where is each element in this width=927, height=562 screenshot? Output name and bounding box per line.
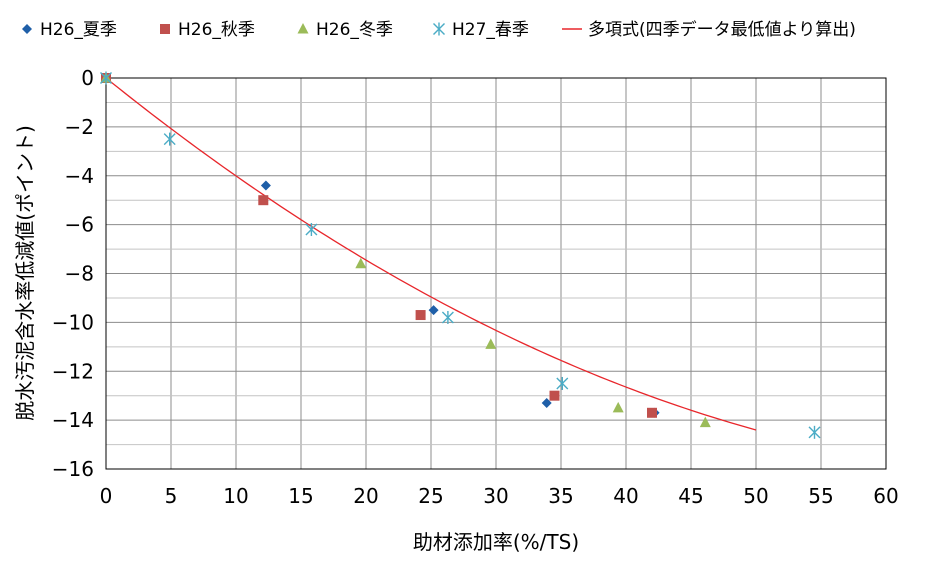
data-point xyxy=(808,425,821,439)
y-tick-label: −6 xyxy=(65,213,94,237)
data-point xyxy=(163,132,176,146)
plot-area xyxy=(105,77,887,470)
x-tick-label: 20 xyxy=(353,484,378,508)
data-points xyxy=(100,71,821,439)
y-tick-label: −14 xyxy=(52,408,94,432)
data-point xyxy=(258,195,269,206)
data-point xyxy=(699,416,711,428)
data-point xyxy=(305,223,318,237)
data-point xyxy=(428,305,439,316)
x-tick-label: 15 xyxy=(288,484,313,508)
data-point xyxy=(647,407,657,418)
x-tick-label: 10 xyxy=(223,484,248,508)
data-point xyxy=(100,71,112,85)
legend: H26_夏季 H26_秋季 H26_冬季 H27_春季 多項式(四季データ最低値より算出… xyxy=(22,19,856,40)
trendline-layer xyxy=(105,77,757,431)
data-point xyxy=(549,390,560,401)
x-tick-label: 55 xyxy=(808,484,833,508)
x-tick-label: 50 xyxy=(743,484,768,508)
data-point xyxy=(541,398,552,409)
y-tick-label: −10 xyxy=(52,310,94,334)
legend-label: H26_秋季 xyxy=(178,20,255,40)
data-point xyxy=(441,310,454,324)
data-point xyxy=(556,376,569,390)
x-tick-label: 25 xyxy=(418,484,443,508)
y-tick-label: 0 xyxy=(81,66,94,90)
x-tick-label: 35 xyxy=(548,484,573,508)
legend-marker xyxy=(433,22,445,36)
y-tick-label: −4 xyxy=(65,164,94,188)
x-tick-label: 45 xyxy=(678,484,703,508)
data-point xyxy=(415,310,426,321)
x-tick-labels: 0 5 10 15 20 25 30 35 40 45 50 55 60 xyxy=(100,484,899,508)
data-point xyxy=(612,401,624,413)
y-tick-label: −12 xyxy=(52,359,94,383)
legend-label: H26_冬季 xyxy=(316,20,393,40)
y-tick-label: −8 xyxy=(65,262,94,286)
legend-label: H27_春季 xyxy=(452,20,529,40)
legend-label: H26_夏季 xyxy=(40,20,117,40)
grid-lines xyxy=(106,78,886,469)
legend-label: 多項式(四季データ最低値より算出) xyxy=(588,19,856,40)
y-axis-title: 脱水汚泥含水率低減値(ポイント) xyxy=(13,125,37,421)
x-axis-title: 助材添加率(%/TS) xyxy=(413,530,579,554)
legend-marker xyxy=(297,23,309,34)
data-point xyxy=(355,257,367,269)
y-tick-labels: 0 −2 −4 −6 −8 −10 −12 −14 −16 xyxy=(52,66,94,481)
x-tick-label: 60 xyxy=(873,484,898,508)
trendline xyxy=(105,77,757,431)
data-point xyxy=(260,180,271,191)
legend-marker xyxy=(22,24,32,34)
x-tick-label: 40 xyxy=(613,484,638,508)
data-point xyxy=(485,338,497,349)
x-tick-label: 0 xyxy=(100,484,113,508)
x-tick-label: 5 xyxy=(165,484,178,508)
legend-marker xyxy=(160,24,170,34)
y-tick-label: −2 xyxy=(65,115,94,139)
y-tick-label: −16 xyxy=(52,457,94,481)
x-tick-label: 30 xyxy=(483,484,508,508)
